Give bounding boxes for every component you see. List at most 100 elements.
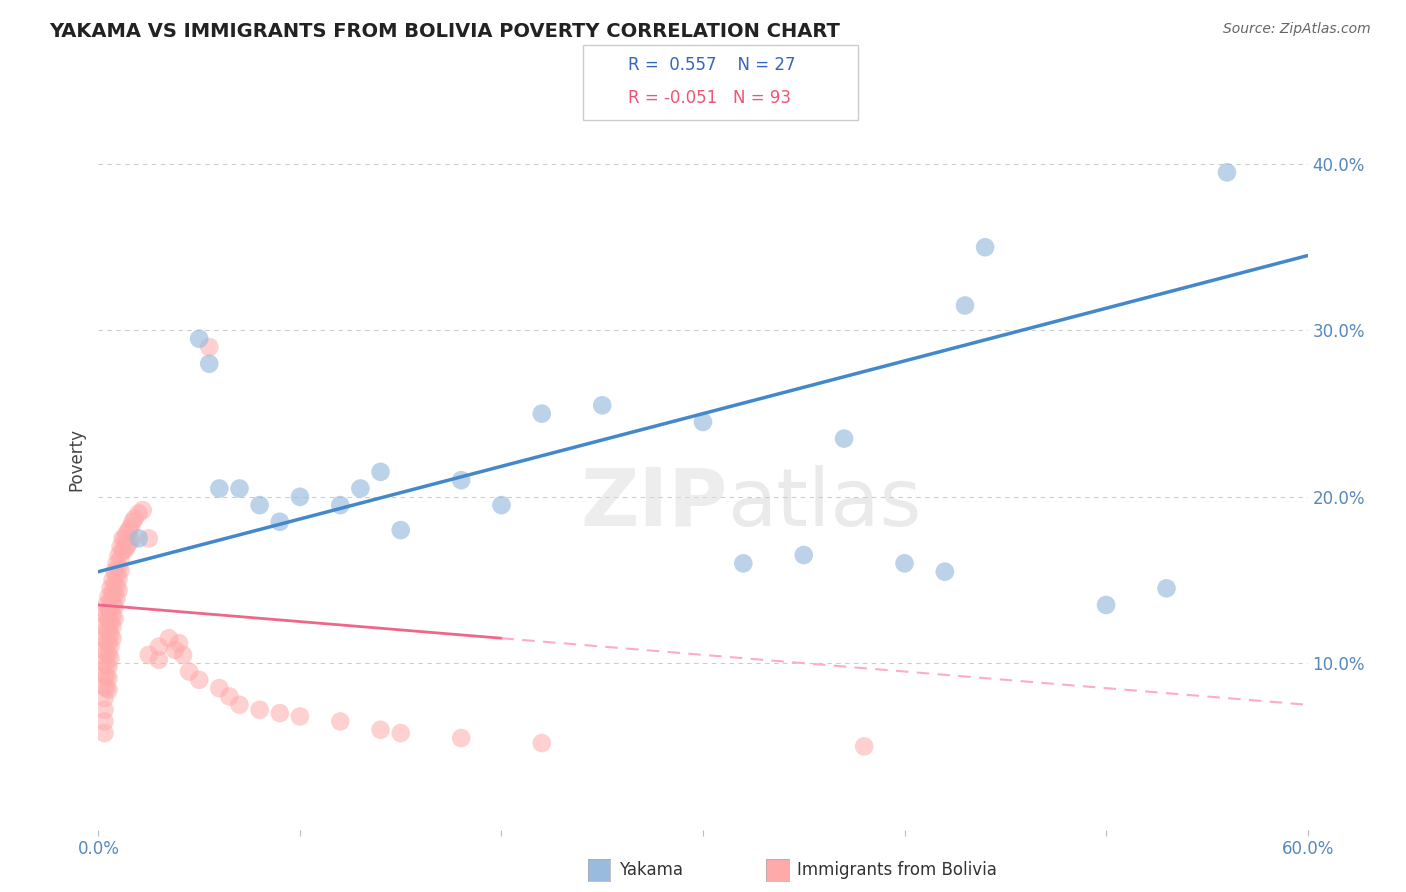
Point	[118, 536, 141, 550]
Point	[893, 557, 915, 571]
Point	[188, 332, 211, 346]
Point	[100, 640, 122, 654]
Point	[349, 482, 371, 496]
Text: R =  0.557    N = 27: R = 0.557 N = 27	[628, 56, 796, 74]
Point	[93, 632, 115, 646]
Point	[96, 669, 118, 683]
Point	[100, 593, 122, 607]
Point	[1156, 582, 1178, 596]
Point	[111, 543, 134, 558]
Point	[1095, 598, 1118, 612]
Point	[96, 646, 118, 660]
Point	[249, 703, 271, 717]
Point	[96, 623, 118, 637]
Point	[793, 548, 815, 562]
Point	[148, 640, 170, 654]
Text: Source: ZipAtlas.com: Source: ZipAtlas.com	[1223, 22, 1371, 37]
Point	[249, 498, 271, 512]
Point	[110, 563, 132, 577]
Point	[138, 648, 160, 662]
Text: YAKAMA VS IMMIGRANTS FROM BOLIVIA POVERTY CORRELATION CHART: YAKAMA VS IMMIGRANTS FROM BOLIVIA POVERT…	[49, 22, 841, 41]
Point	[163, 643, 186, 657]
Point	[93, 668, 115, 682]
Point	[832, 432, 855, 446]
Point	[370, 465, 392, 479]
Point	[96, 598, 118, 612]
Point	[100, 605, 122, 619]
Point	[530, 407, 553, 421]
Point	[103, 588, 125, 602]
Point	[120, 533, 142, 547]
Point	[93, 714, 115, 729]
Point	[121, 515, 143, 529]
Point	[107, 559, 129, 574]
Point	[103, 599, 125, 614]
Point	[120, 520, 142, 534]
Point	[101, 584, 124, 599]
Point	[96, 609, 118, 624]
Point	[105, 580, 128, 594]
Point	[111, 532, 134, 546]
Point	[107, 548, 129, 562]
Point	[138, 532, 160, 546]
Point	[228, 482, 250, 496]
Point	[107, 582, 129, 597]
Point	[953, 298, 976, 312]
Point	[93, 607, 115, 621]
Point	[491, 498, 513, 512]
Point	[157, 632, 180, 646]
Point	[450, 473, 472, 487]
Point	[389, 726, 412, 740]
Point	[530, 736, 553, 750]
Point	[148, 653, 170, 667]
Point	[96, 681, 118, 695]
Point	[100, 616, 122, 631]
Point	[269, 515, 291, 529]
Point	[167, 636, 190, 650]
Point	[115, 526, 138, 541]
Point	[450, 731, 472, 745]
Point	[114, 543, 136, 558]
Point	[97, 671, 120, 685]
Point	[103, 611, 125, 625]
Point	[93, 680, 115, 694]
Point	[101, 596, 124, 610]
Point	[179, 665, 201, 679]
Point	[228, 698, 250, 712]
Point	[101, 619, 124, 633]
Point	[934, 565, 956, 579]
Point	[93, 703, 115, 717]
Point	[124, 511, 146, 525]
Point	[97, 590, 120, 604]
Point	[198, 340, 221, 354]
Point	[188, 673, 211, 687]
Point	[692, 415, 714, 429]
Point	[329, 498, 352, 512]
Point	[853, 739, 876, 754]
Point	[105, 557, 128, 571]
Point	[128, 507, 150, 521]
Point	[389, 523, 412, 537]
Point	[172, 648, 194, 662]
Point	[105, 591, 128, 606]
Point	[733, 557, 755, 571]
Point	[93, 691, 115, 706]
Point	[101, 573, 124, 587]
Point	[96, 657, 118, 672]
Point	[101, 632, 124, 646]
Y-axis label: Poverty: Poverty	[67, 428, 86, 491]
Text: atlas: atlas	[727, 465, 921, 543]
Point	[97, 601, 120, 615]
Text: Yakama: Yakama	[619, 861, 683, 879]
Point	[128, 532, 150, 546]
Text: R = -0.051   N = 93: R = -0.051 N = 93	[628, 89, 792, 107]
Point	[100, 628, 122, 642]
Point	[97, 682, 120, 697]
Point	[208, 681, 231, 695]
Point	[97, 636, 120, 650]
Point	[208, 482, 231, 496]
Point	[114, 532, 136, 546]
Point	[103, 576, 125, 591]
Point	[269, 706, 291, 720]
Text: Immigrants from Bolivia: Immigrants from Bolivia	[797, 861, 997, 879]
